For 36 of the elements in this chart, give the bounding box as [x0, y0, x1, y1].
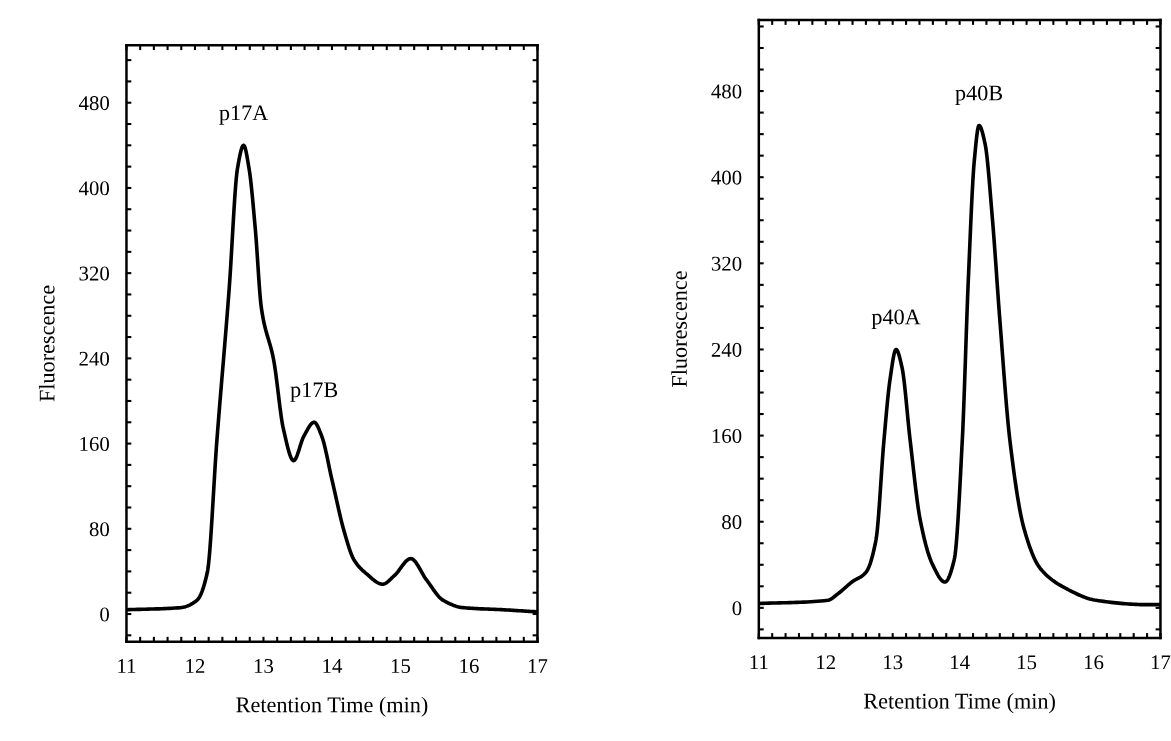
y-axis-title: Fluorescence: [38, 285, 55, 402]
y-tick-label: 400: [711, 170, 742, 185]
y-tick-label: 0: [100, 607, 110, 622]
x-tick-label: 11: [118, 659, 136, 673]
x-tick-label: 12: [817, 655, 836, 670]
x-tick-label: 15: [1017, 655, 1037, 670]
x-tick-label: 11: [750, 655, 768, 670]
y-tick-label: 240: [79, 351, 110, 366]
y-tick-label: 480: [78, 96, 110, 111]
annotation: p17A: [219, 105, 269, 125]
y-tick-label: 0: [732, 601, 742, 616]
y-tick-label: 160: [80, 436, 110, 452]
y-axis-title: Fluorescence: [671, 271, 687, 387]
y-tick-label: 80: [89, 522, 110, 537]
y-tick-label: 160: [712, 428, 742, 444]
y-tick-label: 240: [711, 342, 742, 357]
annotation: p17B: [290, 382, 338, 402]
x-axis-title: Retention Time (min): [863, 693, 1055, 714]
y-tick-label: 400: [78, 181, 110, 196]
x-tick-label: 17: [1151, 655, 1171, 670]
x-tick-label: 12: [186, 659, 205, 673]
annotation: p40A: [871, 309, 921, 329]
x-tick-label: 14: [951, 655, 970, 670]
y-tick-label: 80: [722, 515, 742, 530]
x-tick-label: 16: [460, 659, 479, 674]
x-tick-label: 14: [323, 659, 343, 673]
x-tick-label: 17: [528, 659, 548, 673]
x-tick-label: 15: [391, 659, 411, 674]
annotation: p40B: [955, 85, 1003, 106]
x-tick-label: 13: [884, 655, 903, 670]
x-axis-title: Retention Time (min): [236, 696, 428, 717]
x-tick-label: 16: [1084, 655, 1104, 670]
y-tick-label: 320: [79, 266, 110, 281]
x-tick-label: 13: [254, 659, 274, 674]
y-tick-label: 320: [711, 256, 742, 271]
y-tick-label: 480: [711, 84, 742, 99]
